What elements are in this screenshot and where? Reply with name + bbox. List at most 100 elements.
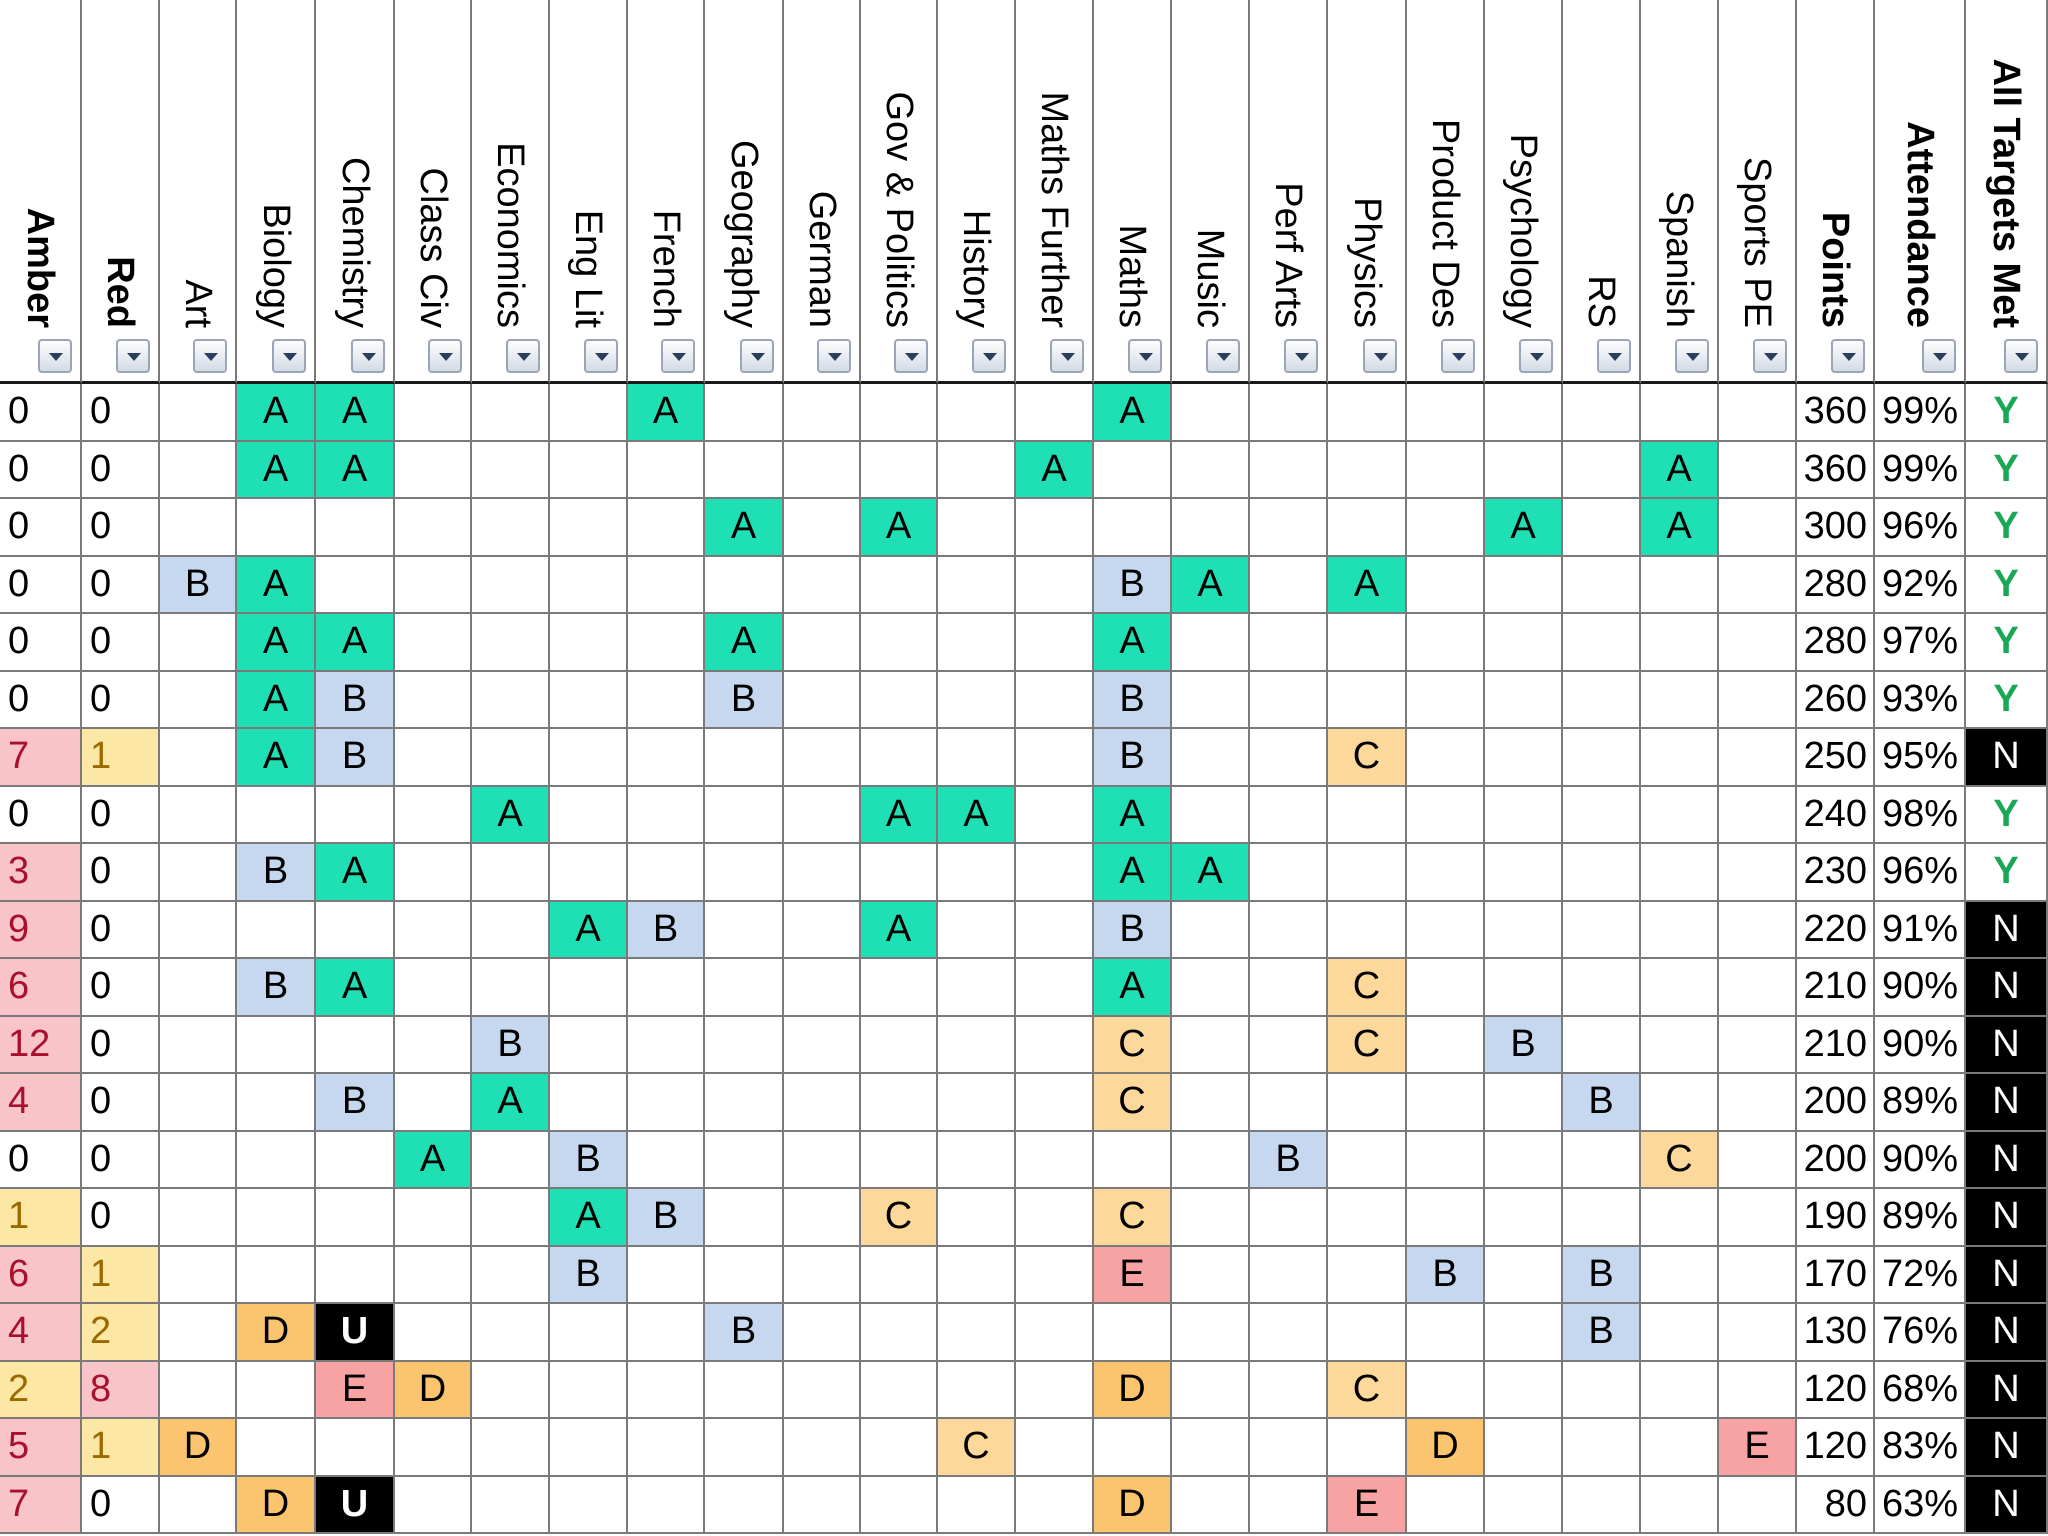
cell-red[interactable]: 0 [82, 384, 160, 442]
cell-physics[interactable] [1328, 1074, 1407, 1132]
cell-german[interactable] [784, 901, 861, 959]
filter-dropdown-button[interactable] [1050, 339, 1084, 373]
cell-all-targets-met[interactable]: Y [1966, 556, 2048, 614]
cell-chemistry[interactable]: A [316, 441, 395, 499]
cell-art[interactable] [160, 499, 237, 557]
cell-points[interactable]: 260 [1797, 671, 1875, 729]
cell-maths[interactable]: E [1094, 1246, 1172, 1304]
cell-spanish[interactable] [1641, 1246, 1719, 1304]
cell-maths-further[interactable] [1016, 959, 1094, 1017]
cell-spanish[interactable]: A [1641, 499, 1719, 557]
cell-class-civ[interactable] [395, 1246, 472, 1304]
cell-gov-politics[interactable] [861, 1131, 938, 1189]
cell-art[interactable] [160, 614, 237, 672]
cell-maths-further[interactable] [1016, 384, 1094, 442]
cell-points[interactable]: 130 [1797, 1304, 1875, 1362]
cell-attendance[interactable]: 72% [1875, 1246, 1966, 1304]
cell-red[interactable]: 0 [82, 901, 160, 959]
cell-sports-pe[interactable] [1719, 1361, 1797, 1419]
cell-all-targets-met[interactable]: N [1966, 1419, 2048, 1477]
filter-dropdown-button[interactable] [351, 339, 385, 373]
cell-class-civ[interactable] [395, 614, 472, 672]
cell-spanish[interactable] [1641, 1016, 1719, 1074]
cell-red[interactable]: 0 [82, 1016, 160, 1074]
cell-class-civ[interactable] [395, 671, 472, 729]
cell-french[interactable]: B [628, 901, 705, 959]
cell-eng-lit[interactable] [550, 384, 628, 442]
cell-eng-lit[interactable] [550, 786, 628, 844]
cell-class-civ[interactable] [395, 1304, 472, 1362]
cell-rs[interactable] [1563, 499, 1641, 557]
cell-art[interactable] [160, 671, 237, 729]
cell-spanish[interactable] [1641, 786, 1719, 844]
cell-attendance[interactable]: 90% [1875, 1016, 1966, 1074]
cell-art[interactable]: D [160, 1419, 237, 1477]
cell-physics[interactable] [1328, 614, 1407, 672]
cell-music[interactable] [1172, 499, 1250, 557]
cell-red[interactable]: 8 [82, 1361, 160, 1419]
cell-german[interactable] [784, 786, 861, 844]
cell-amber[interactable]: 2 [0, 1361, 82, 1419]
cell-psychology[interactable] [1485, 671, 1563, 729]
cell-physics[interactable] [1328, 1189, 1407, 1247]
cell-economics[interactable] [472, 729, 550, 787]
cell-gov-politics[interactable] [861, 556, 938, 614]
cell-amber[interactable]: 0 [0, 671, 82, 729]
cell-all-targets-met[interactable]: N [1966, 1189, 2048, 1247]
cell-rs[interactable] [1563, 1016, 1641, 1074]
cell-red[interactable]: 0 [82, 959, 160, 1017]
cell-gov-politics[interactable]: C [861, 1189, 938, 1247]
cell-gov-politics[interactable] [861, 1361, 938, 1419]
cell-physics[interactable]: C [1328, 729, 1407, 787]
cell-spanish[interactable]: A [1641, 441, 1719, 499]
cell-geography[interactable] [705, 1361, 784, 1419]
cell-geography[interactable] [705, 1074, 784, 1132]
filter-dropdown-button[interactable] [661, 339, 695, 373]
cell-product-des[interactable] [1407, 1131, 1485, 1189]
cell-attendance[interactable]: 99% [1875, 441, 1966, 499]
cell-points[interactable]: 240 [1797, 786, 1875, 844]
cell-class-civ[interactable] [395, 901, 472, 959]
cell-art[interactable] [160, 441, 237, 499]
cell-spanish[interactable] [1641, 1304, 1719, 1362]
cell-physics[interactable]: C [1328, 1016, 1407, 1074]
cell-economics[interactable] [472, 1189, 550, 1247]
cell-geography[interactable] [705, 441, 784, 499]
cell-music[interactable] [1172, 1074, 1250, 1132]
cell-product-des[interactable] [1407, 1476, 1485, 1534]
cell-points[interactable]: 120 [1797, 1419, 1875, 1477]
cell-physics[interactable] [1328, 844, 1407, 902]
cell-physics[interactable] [1328, 671, 1407, 729]
cell-music[interactable] [1172, 671, 1250, 729]
cell-maths[interactable]: D [1094, 1476, 1172, 1534]
cell-class-civ[interactable] [395, 499, 472, 557]
cell-history[interactable] [938, 614, 1016, 672]
cell-physics[interactable] [1328, 1246, 1407, 1304]
cell-history[interactable] [938, 844, 1016, 902]
cell-french[interactable]: A [628, 384, 705, 442]
cell-points[interactable]: 80 [1797, 1476, 1875, 1534]
cell-points[interactable]: 220 [1797, 901, 1875, 959]
filter-dropdown-button[interactable] [1284, 339, 1318, 373]
cell-biology[interactable]: A [237, 614, 316, 672]
cell-sports-pe[interactable] [1719, 556, 1797, 614]
cell-geography[interactable] [705, 901, 784, 959]
cell-gov-politics[interactable] [861, 959, 938, 1017]
cell-points[interactable]: 230 [1797, 844, 1875, 902]
cell-points[interactable]: 360 [1797, 441, 1875, 499]
cell-rs[interactable]: B [1563, 1074, 1641, 1132]
cell-chemistry[interactable]: U [316, 1476, 395, 1534]
cell-attendance[interactable]: 89% [1875, 1189, 1966, 1247]
cell-economics[interactable] [472, 844, 550, 902]
cell-rs[interactable] [1563, 1476, 1641, 1534]
cell-history[interactable] [938, 384, 1016, 442]
cell-spanish[interactable]: C [1641, 1131, 1719, 1189]
cell-spanish[interactable] [1641, 901, 1719, 959]
cell-eng-lit[interactable] [550, 556, 628, 614]
cell-chemistry[interactable] [316, 786, 395, 844]
cell-attendance[interactable]: 99% [1875, 384, 1966, 442]
cell-class-civ[interactable] [395, 1419, 472, 1477]
cell-perf-arts[interactable] [1250, 786, 1328, 844]
cell-psychology[interactable] [1485, 384, 1563, 442]
filter-dropdown-button[interactable] [1519, 339, 1553, 373]
